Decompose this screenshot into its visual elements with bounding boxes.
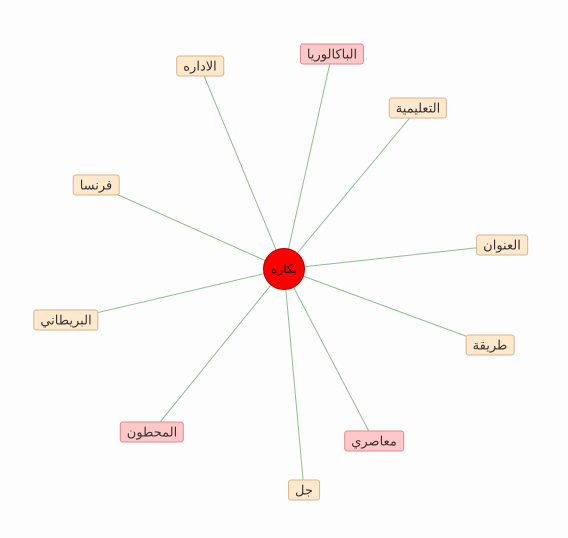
- graph-node-label: فرنسا: [80, 178, 113, 193]
- graph-node[interactable]: معاصري: [344, 431, 404, 452]
- graph-node[interactable]: طريقة: [466, 335, 515, 356]
- center-node[interactable]: بكاره: [263, 248, 305, 290]
- diagram-canvas: بكاره الباكالوريا الاداره التعليمية فرنسا الع…: [0, 0, 568, 538]
- graph-node-label: الباكالوريا: [307, 47, 357, 62]
- graph-node[interactable]: المحطون: [120, 422, 184, 443]
- graph-node[interactable]: فرنسا: [73, 175, 120, 196]
- graph-node[interactable]: التعليمية: [389, 98, 447, 119]
- edge: [284, 269, 490, 345]
- edge: [200, 66, 284, 269]
- graph-node[interactable]: جل: [288, 480, 320, 501]
- graph-node[interactable]: البريطاني: [33, 310, 98, 331]
- graph-node[interactable]: الاداره: [176, 56, 224, 77]
- graph-node[interactable]: الباكالوريا: [300, 44, 364, 65]
- edge: [284, 269, 374, 441]
- edge: [284, 108, 418, 269]
- graph-node-label: المحطون: [127, 425, 177, 440]
- center-node-label: بكاره: [271, 262, 297, 276]
- edge: [66, 269, 284, 320]
- graph-node-label: التعليمية: [396, 101, 440, 116]
- edge: [284, 54, 332, 269]
- graph-node[interactable]: العنوان: [476, 235, 528, 256]
- graph-node-label: الاداره: [183, 59, 217, 74]
- graph-node-label: طريقة: [473, 338, 508, 353]
- graph-node-label: معاصري: [351, 434, 397, 449]
- edge: [284, 245, 502, 269]
- edge: [96, 185, 284, 269]
- graph-node-label: جل: [295, 483, 313, 498]
- graph-node-label: العنوان: [483, 238, 521, 253]
- graph-node-label: البريطاني: [40, 313, 91, 328]
- edge: [152, 269, 284, 432]
- edge: [284, 269, 304, 490]
